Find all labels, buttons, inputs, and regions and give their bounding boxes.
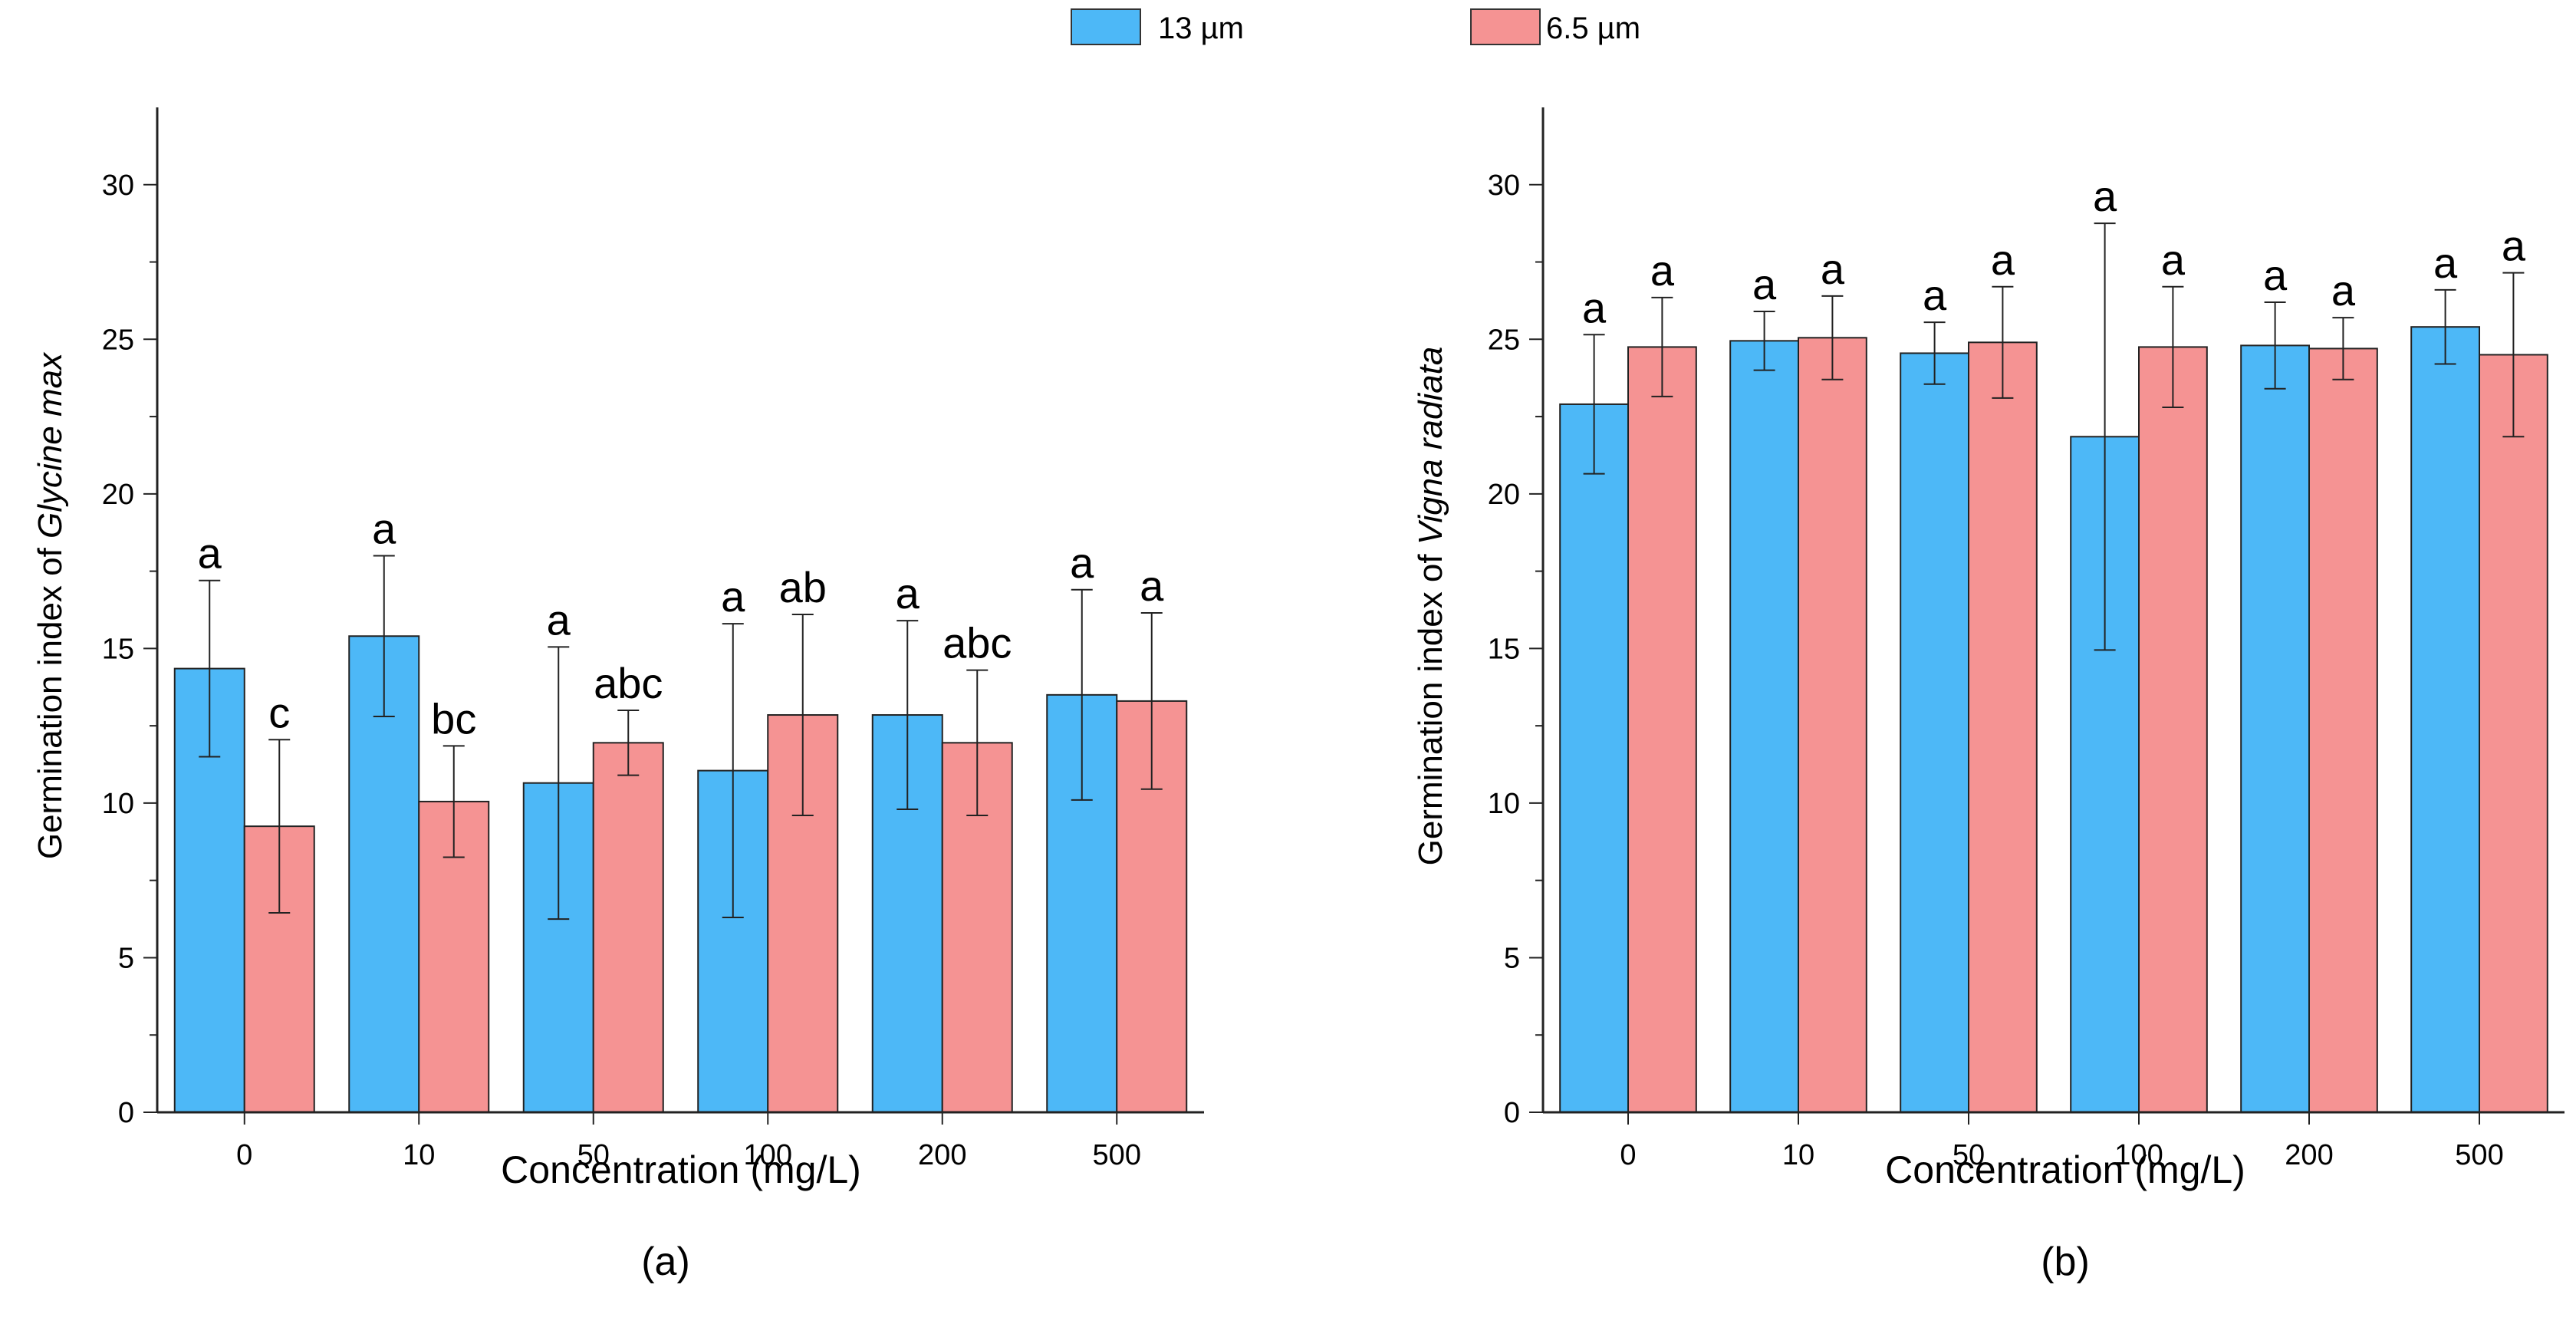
significance-letter-b-0-200: a [2263, 251, 2288, 299]
significance-letter-b-0-100: a [2093, 172, 2117, 220]
y-tick-label-a-15: 15 [102, 633, 134, 665]
significance-letter-a-0-10: a [372, 504, 396, 552]
y-tick-label-a-5: 5 [118, 942, 134, 974]
significance-letter-a-0-500: a [1070, 538, 1094, 587]
x-tick-label-b-0: 0 [1620, 1139, 1636, 1171]
significance-letter-b-1-100: a [2161, 235, 2186, 284]
y-axis-title-species-a: Glycine max [31, 351, 69, 538]
y-axis-title-prefix-a: Germination index of [31, 538, 69, 859]
significance-letter-b-1-200: a [2331, 266, 2356, 315]
y-tick-label-a-10: 10 [102, 788, 134, 820]
significance-letter-a-1-500: a [1140, 562, 1164, 610]
y-axis-title-prefix-b: Germination index of [1412, 545, 1449, 865]
x-tick-label-a-100: 100 [744, 1139, 792, 1171]
y-tick-label-a-0: 0 [118, 1097, 134, 1129]
y-tick-label-b-30: 30 [1488, 170, 1520, 202]
bar-b-13um-500 [2410, 326, 2480, 1113]
x-tick-label-a-50: 50 [577, 1139, 610, 1171]
bar-b-6_5um-10 [1798, 337, 1867, 1113]
significance-letter-b-0-500: a [2433, 239, 2458, 287]
x-tick-label-a-10: 10 [403, 1139, 435, 1171]
y-tick-label-a-30: 30 [102, 170, 134, 202]
legend-swatch-13um [1071, 8, 1141, 45]
significance-letter-b-1-500: a [2502, 222, 2526, 270]
y-tick-label-b-5: 5 [1504, 942, 1520, 974]
significance-letter-a-1-200: abc [943, 619, 1012, 667]
significance-letter-a-0-50: a [547, 595, 571, 644]
x-tick-label-b-200: 200 [2285, 1139, 2333, 1171]
bar-b-13um-10 [1729, 340, 1799, 1114]
legend-label-6_5um: 6.5 µm [1546, 12, 1640, 45]
significance-letter-b-0-0: a [1582, 283, 1607, 331]
significance-letter-b-0-50: a [1923, 271, 1947, 319]
bar-b-6_5um-200 [2308, 347, 2378, 1113]
y-tick-label-b-25: 25 [1488, 324, 1520, 356]
significance-letter-a-1-100: ab [779, 563, 827, 611]
x-tick-label-a-200: 200 [918, 1139, 966, 1171]
significance-letter-a-0-100: a [721, 572, 745, 621]
bar-a-6_5um-50 [592, 742, 664, 1113]
significance-letter-a-0-0: a [198, 529, 222, 578]
panel-caption-a: (a) [641, 1240, 690, 1284]
y-axis-title-a: Germination index of Glycine max [31, 351, 69, 859]
bar-b-13um-200 [2240, 344, 2310, 1114]
x-tick-label-b-100: 100 [2114, 1139, 2163, 1171]
significance-letter-a-1-50: abc [594, 659, 663, 707]
significance-letter-a-1-0: c [268, 688, 290, 736]
bar-b-6_5um-0 [1627, 346, 1697, 1113]
panel-caption-b: (b) [2041, 1240, 2090, 1284]
y-tick-label-a-25: 25 [102, 324, 134, 356]
significance-letter-b-1-0: a [1650, 246, 1675, 295]
legend-label-13um: 13 µm [1158, 12, 1244, 45]
significance-letter-b-1-10: a [1821, 245, 1845, 293]
x-axis-title-a: Concentration (mg/L) [501, 1148, 861, 1191]
bar-b-13um-0 [1559, 403, 1629, 1113]
x-tick-label-a-0: 0 [236, 1139, 252, 1171]
significance-letter-a-0-200: a [896, 569, 920, 618]
y-tick-label-b-20: 20 [1488, 479, 1520, 511]
significance-letter-b-1-50: a [1991, 235, 2015, 284]
significance-letter-b-0-10: a [1752, 260, 1777, 308]
x-tick-label-a-500: 500 [1093, 1139, 1141, 1171]
legend: 13 µm 6.5 µm [1071, 8, 1640, 45]
x-axis-title-b: Concentration (mg/L) [1885, 1148, 2245, 1191]
x-tick-label-b-50: 50 [1953, 1139, 1985, 1171]
y-tick-label-b-10: 10 [1488, 788, 1520, 820]
bar-b-6_5um-50 [1968, 341, 2038, 1114]
y-tick-label-b-15: 15 [1488, 633, 1520, 665]
bar-b-6_5um-500 [2479, 354, 2548, 1113]
y-tick-label-a-20: 20 [102, 479, 134, 511]
x-tick-label-b-10: 10 [1782, 1139, 1814, 1171]
y-tick-label-b-0: 0 [1504, 1097, 1520, 1129]
legend-swatch-6_5um [1470, 8, 1541, 45]
significance-letter-a-1-10: bc [431, 694, 476, 743]
y-axis-title-species-b: Vigna radiata [1412, 347, 1449, 545]
x-tick-label-b-500: 500 [2455, 1139, 2503, 1171]
bar-b-6_5um-100 [2138, 346, 2208, 1113]
bar-b-13um-50 [1900, 352, 1969, 1113]
y-axis-title-b: Germination index of Vigna radiata [1412, 347, 1449, 866]
